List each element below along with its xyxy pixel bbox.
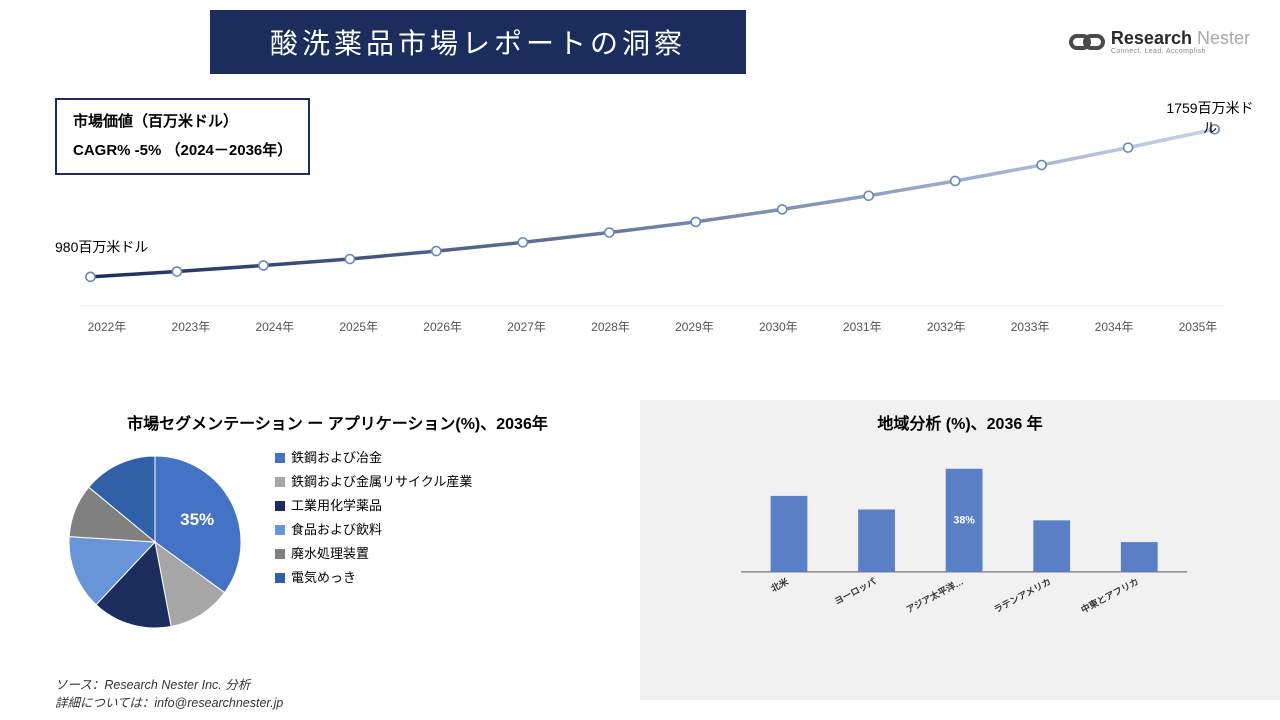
info-line-value: 市場価値（百万米ドル）: [73, 108, 292, 137]
legend-label: 電気めっき: [291, 566, 356, 590]
bar-panel: 地域分析 (%)、2036 年 北米 ヨーロッパ 38% アジア太平洋… ラテンアメリカ…: [640, 400, 1280, 700]
pie-legend-item: 鉄鋼および金属リサイクル産業: [275, 470, 472, 494]
pie-panel: 市場セグメンテーション ー アプリケーション(%)、2036年 35% 鉄鋼およ…: [0, 400, 640, 700]
page-title: 酸洗薬品市場レポートの洞察: [210, 10, 746, 74]
legend-swatch: [275, 525, 285, 535]
legend-swatch: [275, 573, 285, 583]
pie-title: 市場セグメンテーション ー アプリケーション(%)、2036年: [55, 410, 620, 434]
info-line-cagr: CAGR% -5% （2024－2036年）: [73, 137, 292, 166]
line-xaxis-tick: 2023年: [149, 318, 233, 335]
logo-tagline: Connect. Lead. Accomplish: [1111, 48, 1250, 55]
pie-legend-item: 工業用化学薬品: [275, 494, 472, 518]
logo-word-b: Nester: [1197, 28, 1250, 48]
footer-line-2: 詳細については：info@researchnester.jp: [55, 694, 283, 712]
pie-legend: 鉄鋼および冶金鉄鋼および金属リサイクル産業工業用化学薬品食品および飲料廃水処理装…: [275, 446, 472, 590]
line-xaxis-tick: 2033年: [988, 318, 1072, 335]
legend-swatch: [275, 477, 285, 487]
svg-text:ヨーロッパ: ヨーロッパ: [832, 576, 877, 607]
legend-swatch: [275, 501, 285, 511]
line-xaxis-tick: 2025年: [317, 318, 401, 335]
line-xaxis-tick: 2034年: [1072, 318, 1156, 335]
logo-word-a: Research: [1111, 28, 1192, 48]
line-xaxis-tick: 2027年: [485, 318, 569, 335]
line-end-label: 1759百万米ドル: [1165, 98, 1255, 138]
line-xaxis-tick: 2024年: [233, 318, 317, 335]
line-xaxis-tick: 2031年: [820, 318, 904, 335]
svg-text:35%: 35%: [180, 510, 214, 529]
legend-swatch: [275, 549, 285, 559]
line-xaxis-tick: 2029年: [652, 318, 736, 335]
legend-label: 廃水処理装置: [291, 542, 369, 566]
svg-text:アジア太平洋…: アジア太平洋…: [904, 576, 965, 615]
brand-logo: Research Nester Connect. Lead. Accomplis…: [1069, 29, 1250, 55]
pie-legend-item: 電気めっき: [275, 566, 472, 590]
legend-label: 鉄鋼および冶金: [291, 446, 382, 470]
line-xaxis-tick: 2028年: [569, 318, 653, 335]
line-xaxis-tick: 2026年: [401, 318, 485, 335]
footer-source: ソース：Research Nester Inc. 分析 詳細については：info…: [55, 676, 283, 712]
legend-label: 鉄鋼および金属リサイクル産業: [291, 470, 472, 494]
bar-chart-svg: 北米 ヨーロッパ 38% アジア太平洋… ラテンアメリカ中東とアフリカ: [670, 448, 1250, 638]
header: 酸洗薬品市場レポートの洞察 Research Nester Connect. L…: [0, 0, 1280, 74]
footer-line-1: ソース：Research Nester Inc. 分析: [55, 676, 283, 694]
chain-link-icon: [1069, 29, 1105, 55]
legend-label: 工業用化学薬品: [291, 494, 382, 518]
line-xaxis-tick: 2032年: [904, 318, 988, 335]
bottom-row: 市場セグメンテーション ー アプリケーション(%)、2036年 35% 鉄鋼およ…: [0, 400, 1280, 700]
pie-legend-item: 鉄鋼および冶金: [275, 446, 472, 470]
svg-text:ラテンアメリカ: ラテンアメリカ: [992, 576, 1052, 614]
pie-legend-item: 廃水処理装置: [275, 542, 472, 566]
line-chart-xaxis: 2022年2023年2024年2025年2026年2027年2028年2029年…: [55, 318, 1250, 335]
market-info-box: 市場価値（百万米ドル） CAGR% -5% （2024－2036年）: [55, 98, 310, 175]
legend-label: 食品および飲料: [291, 518, 382, 542]
svg-text:38%: 38%: [953, 515, 975, 527]
pie-legend-item: 食品および飲料: [275, 518, 472, 542]
logo-text: Research Nester: [1111, 29, 1250, 48]
pie-chart-svg: 35%: [55, 442, 265, 642]
bar-title: 地域分析 (%)、2036 年: [670, 410, 1250, 434]
line-xaxis-tick: 2035年: [1156, 318, 1240, 335]
line-xaxis-tick: 2030年: [736, 318, 820, 335]
line-start-label: 980百万米ドル: [55, 237, 148, 257]
svg-text:中東とアフリカ: 中東とアフリカ: [1079, 576, 1140, 616]
svg-text:北米: 北米: [769, 575, 791, 594]
legend-swatch: [275, 453, 285, 463]
line-xaxis-tick: 2022年: [65, 318, 149, 335]
